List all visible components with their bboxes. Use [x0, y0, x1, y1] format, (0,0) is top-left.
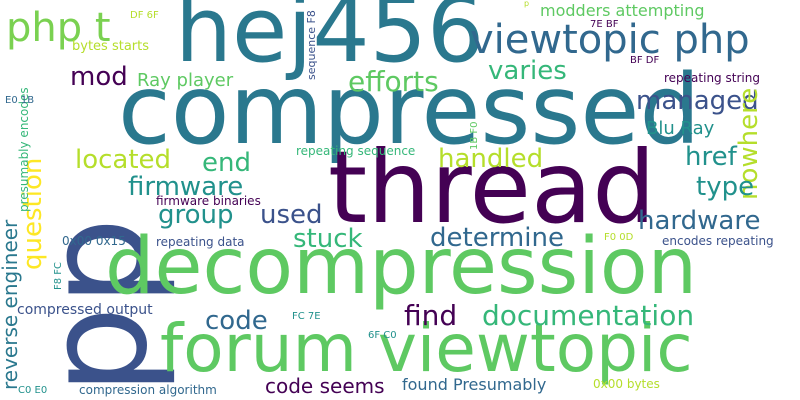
word-find: find — [404, 299, 458, 332]
word-blu-ray: Blu Ray — [646, 118, 715, 139]
word-varies: varies — [488, 56, 567, 86]
word-documentation: documentation — [482, 299, 695, 332]
word-7e-bf: 7E BF — [590, 19, 619, 30]
word-mod: mod — [70, 62, 128, 92]
word-df-6f: DF 6F — [130, 10, 159, 21]
word-handled: handled — [438, 144, 544, 174]
word-managed: managed — [636, 86, 759, 116]
word-found-presumably: found Presumably — [402, 375, 547, 394]
word-decompression: decompression — [105, 222, 698, 312]
word-1b-f0: 1B F0 — [469, 121, 480, 150]
word-firmware-binaries: firmware binaries — [156, 194, 261, 208]
word-firmware: firmware — [128, 172, 244, 202]
word-repeating-data: repeating data — [156, 235, 245, 249]
word-c0-e0: C0 E0 — [18, 385, 48, 396]
word-efforts: efforts — [348, 65, 439, 98]
word-code-seems: code seems — [265, 374, 385, 398]
word-thread: thread — [328, 129, 656, 246]
word-compression-algorithm: compression algorithm — [79, 383, 217, 397]
word-href: href — [685, 142, 737, 172]
word-encodes-repeating: encodes repeating — [662, 234, 774, 248]
word-fc-7e: FC 7E — [292, 311, 321, 322]
word-repeating-string: repeating string — [664, 71, 760, 85]
word-sequence-f8: sequence F8 — [305, 10, 318, 80]
word-end: end — [202, 148, 251, 178]
word-determine: determine — [430, 223, 564, 253]
word-6f-c0: 6F C0 — [368, 330, 397, 341]
word-repeating-sequence: repeating sequence — [296, 144, 416, 158]
word-compressed: compressed — [118, 54, 701, 166]
word-p: p — [524, 0, 530, 8]
word-modders-attempting: modders attempting — [540, 1, 705, 20]
word-group: group — [158, 200, 234, 230]
word-forum-viewtopic: forum viewtopic — [160, 310, 693, 387]
word-presumably-encodes: presumably encodes — [17, 87, 31, 212]
word-bf-df: BF DF — [630, 55, 660, 66]
word-0x00-bytes: 0x00 bytes — [593, 377, 660, 391]
word-used: used — [260, 200, 323, 230]
word-viewtopic-php: viewtopic php — [470, 17, 750, 63]
word-stuck: stuck — [293, 224, 363, 254]
word-ray-player: Ray player — [137, 70, 234, 91]
word-f0-0d: F0 0D — [604, 232, 634, 243]
word-f8-fc: F8 FC — [53, 261, 64, 290]
word-e0-1b: E0 1B — [5, 95, 35, 106]
word-type: type — [696, 172, 755, 202]
word-php-t: php t — [6, 5, 111, 51]
word-hej456: hej456 — [175, 0, 485, 83]
word-located: located — [75, 145, 172, 175]
word-bytes-starts: bytes starts — [72, 39, 149, 54]
word-code: code — [205, 306, 268, 336]
word-0x00-0x15: 0x00 0x15 — [62, 234, 126, 248]
word-hardware: hardware — [638, 206, 761, 236]
word-compressed-output: compressed output — [17, 302, 153, 318]
